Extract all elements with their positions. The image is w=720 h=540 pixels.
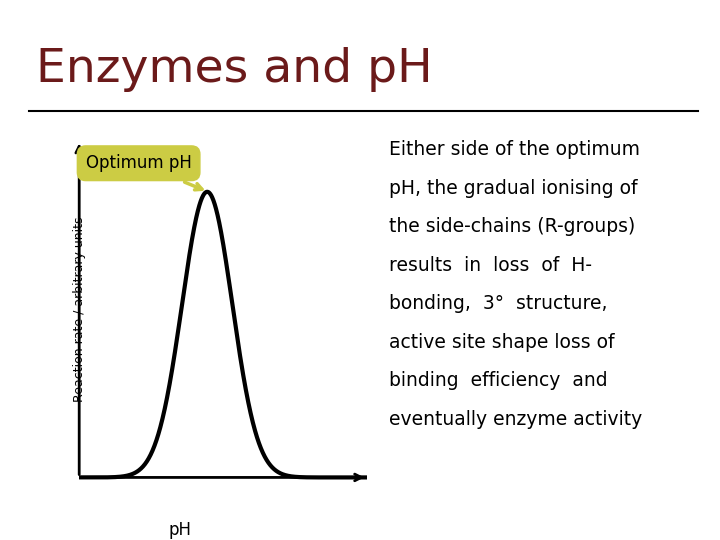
Text: Either side of the optimum: Either side of the optimum xyxy=(389,140,640,159)
Text: pH, the gradual ionising of: pH, the gradual ionising of xyxy=(389,179,637,198)
Text: the side-chains (R-groups): the side-chains (R-groups) xyxy=(389,217,635,237)
Text: Optimum pH: Optimum pH xyxy=(86,154,202,190)
Text: Enzymes and pH: Enzymes and pH xyxy=(36,47,433,92)
Text: pH: pH xyxy=(168,521,192,538)
Text: bonding,  3°  structure,: bonding, 3° structure, xyxy=(389,294,607,313)
Text: results  in  loss  of  H-: results in loss of H- xyxy=(389,256,592,275)
Text: binding  efficiency  and: binding efficiency and xyxy=(389,371,608,390)
Text: active site shape loss of: active site shape loss of xyxy=(389,333,614,352)
Text: Reaction rate / arbitrary units: Reaction rate / arbitrary units xyxy=(73,216,86,402)
Text: eventually enzyme activity: eventually enzyme activity xyxy=(389,410,642,429)
